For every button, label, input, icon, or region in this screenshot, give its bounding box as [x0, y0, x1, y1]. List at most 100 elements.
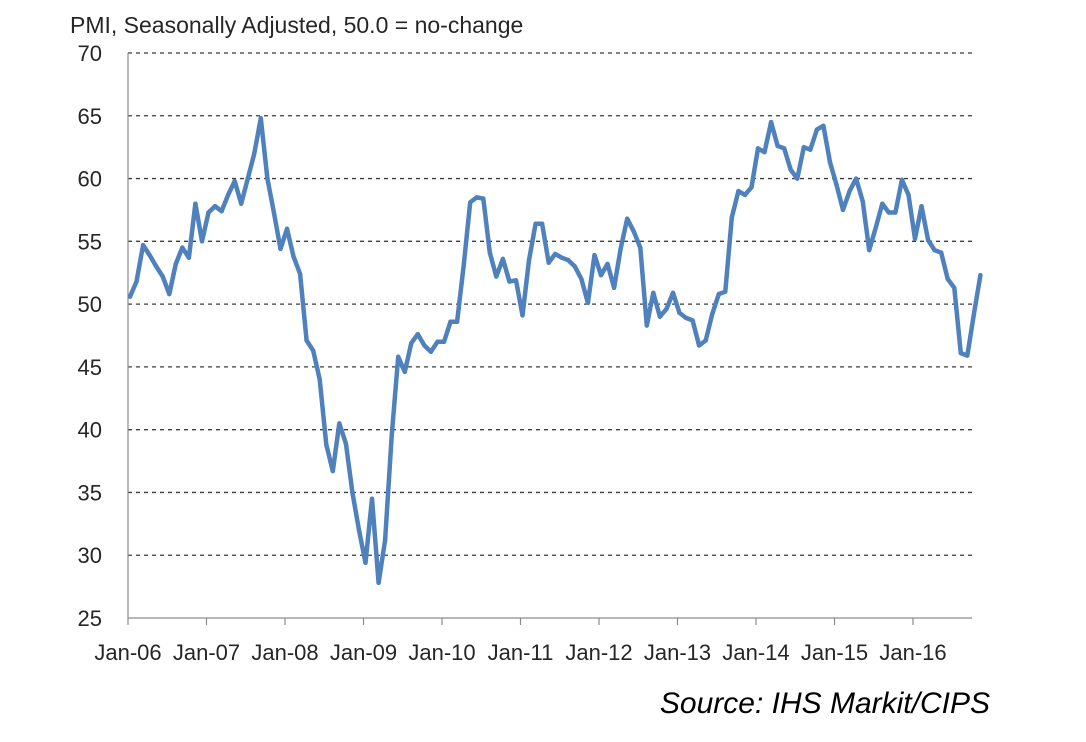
- series-group: [127, 116, 983, 586]
- data-point: [212, 204, 218, 209]
- data-point: [553, 251, 558, 257]
- data-point: [507, 279, 512, 284]
- y-tick-label: 35: [78, 480, 102, 505]
- data-point: [330, 468, 335, 474]
- data-point: [428, 349, 434, 354]
- data-point: [481, 196, 486, 201]
- y-tick-label: 70: [78, 41, 102, 66]
- data-point: [343, 441, 349, 446]
- data-points: [127, 116, 983, 585]
- data-point: [598, 273, 604, 278]
- data-point: [402, 369, 407, 375]
- data-point: [631, 229, 636, 234]
- data-point: [572, 264, 577, 269]
- data-point: [468, 200, 473, 205]
- data-point: [899, 177, 905, 182]
- data-point: [474, 195, 479, 200]
- data-point: [886, 210, 891, 215]
- data-point: [611, 285, 617, 290]
- y-axis-title: PMI, Seasonally Adjusted, 50.0 = no-chan…: [70, 12, 523, 38]
- data-point: [448, 319, 453, 324]
- data-point: [801, 145, 806, 150]
- data-point: [978, 273, 983, 278]
- data-point: [880, 201, 885, 206]
- data-point: [376, 580, 381, 585]
- data-point: [605, 261, 610, 267]
- data-point: [925, 237, 931, 243]
- data-point: [723, 289, 728, 294]
- data-point: [225, 192, 231, 198]
- data-point: [559, 255, 564, 260]
- data-point: [618, 246, 623, 252]
- data-point: [252, 151, 257, 156]
- data-point: [952, 285, 957, 290]
- data-point: [526, 258, 532, 263]
- y-tick-label: 50: [78, 292, 102, 317]
- data-point: [677, 310, 682, 316]
- data-point: [140, 242, 146, 248]
- data-point: [625, 216, 630, 221]
- data-point: [232, 178, 237, 184]
- data-point: [533, 221, 538, 226]
- y-tick-label: 25: [78, 606, 102, 631]
- data-point: [180, 245, 185, 250]
- y-tick-label: 60: [78, 167, 102, 192]
- data-point: [291, 254, 296, 259]
- data-point: [657, 314, 663, 319]
- data-point: [670, 290, 676, 295]
- data-point: [847, 188, 852, 194]
- data-point: [154, 264, 159, 269]
- data-point: [762, 150, 767, 155]
- data-point: [768, 119, 774, 125]
- data-point: [206, 210, 211, 215]
- x-tick-label: Jan-08: [251, 640, 318, 665]
- data-point: [539, 221, 545, 226]
- data-point: [513, 278, 519, 283]
- data-point: [867, 247, 872, 253]
- y-tick-labels: 25 30 35 40 45 50 55 60 65 70: [78, 41, 102, 631]
- data-point: [729, 215, 734, 220]
- data-point: [853, 176, 859, 181]
- data-point: [186, 255, 192, 260]
- x-tick-label: Jan-15: [801, 640, 868, 665]
- x-tick-label: Jan-10: [408, 640, 475, 665]
- data-point: [520, 313, 525, 318]
- data-point: [808, 147, 813, 152]
- data-point: [134, 279, 139, 284]
- data-point: [219, 209, 224, 214]
- data-point: [396, 354, 401, 359]
- data-point: [592, 252, 597, 258]
- series-line: [127, 116, 983, 586]
- data-point: [840, 207, 846, 213]
- data-point: [389, 433, 394, 439]
- data-point: [409, 340, 414, 346]
- data-point: [651, 290, 656, 295]
- data-point: [487, 250, 492, 255]
- data-point: [160, 274, 165, 279]
- data-point: [317, 377, 322, 382]
- data-point: [278, 246, 283, 252]
- data-point: [690, 318, 695, 323]
- data-point: [350, 490, 355, 495]
- data-point: [265, 176, 270, 181]
- data-point: [415, 332, 420, 337]
- data-point: [337, 421, 342, 426]
- y-tick-label: 40: [78, 418, 102, 443]
- data-point: [945, 276, 950, 282]
- axes: [127, 53, 972, 619]
- data-point: [965, 353, 970, 358]
- data-point: [939, 250, 944, 255]
- y-tick-label: 45: [78, 355, 102, 380]
- data-point: [827, 160, 833, 165]
- data-point: [382, 538, 388, 543]
- data-point: [821, 123, 826, 128]
- data-point: [710, 312, 715, 317]
- data-point: [304, 338, 309, 343]
- data-point: [173, 261, 178, 267]
- data-point: [199, 239, 205, 244]
- data-point: [683, 315, 689, 321]
- data-point: [971, 312, 977, 317]
- x-tick-label: Jan-09: [330, 640, 397, 665]
- x-tick-label: Jan-13: [644, 640, 711, 665]
